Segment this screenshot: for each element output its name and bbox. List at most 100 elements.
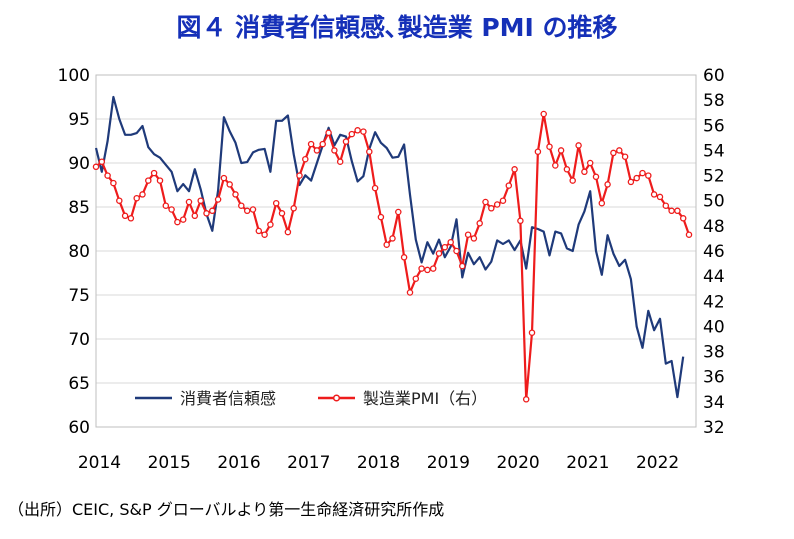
right-tick-label: 56 bbox=[703, 116, 725, 136]
line-chart: 100 95 90 85 80 75 70 65 60 60 58 56 54 52 50 48 46 44 42… bbox=[58, 66, 725, 473]
pmi-point bbox=[360, 128, 367, 135]
legend-label-pmi: 製造業PMI（右） bbox=[363, 389, 487, 408]
pmi-point bbox=[162, 202, 170, 209]
x-tick-label: 2021 bbox=[566, 453, 609, 473]
pmi-point bbox=[616, 147, 623, 154]
right-tick-label: 36 bbox=[703, 368, 725, 388]
pmi-point bbox=[313, 147, 321, 154]
pmi-point bbox=[621, 153, 629, 160]
pmi-point bbox=[424, 266, 431, 274]
pmi-point bbox=[272, 199, 280, 207]
pmi-point bbox=[150, 169, 158, 177]
pmi-point bbox=[639, 169, 646, 177]
pmi-point bbox=[226, 181, 233, 188]
pmi-point bbox=[366, 148, 373, 155]
pmi-point bbox=[429, 265, 437, 272]
pmi-point bbox=[336, 158, 344, 165]
pmi-point bbox=[377, 213, 385, 221]
pmi-point bbox=[447, 238, 454, 246]
left-tick-label: 65 bbox=[68, 374, 90, 394]
x-tick-label: 2014 bbox=[78, 453, 121, 473]
right-tick-label: 54 bbox=[703, 141, 725, 161]
pmi-point bbox=[476, 220, 483, 227]
pmi-point bbox=[238, 202, 245, 209]
pmi-point bbox=[121, 212, 129, 220]
pmi-point bbox=[563, 166, 571, 173]
x-tick-label: 2020 bbox=[496, 453, 539, 473]
pmi-point bbox=[685, 231, 693, 238]
right-tick-label: 60 bbox=[703, 66, 725, 86]
pmi-point bbox=[209, 207, 216, 215]
pmi-point bbox=[261, 231, 268, 238]
pmi-point bbox=[127, 215, 135, 222]
pmi-point bbox=[139, 191, 146, 198]
x-tick-label: 2015 bbox=[148, 453, 191, 473]
pmi-point bbox=[133, 194, 140, 202]
pmi-point bbox=[552, 162, 559, 169]
pmi-point bbox=[249, 206, 257, 213]
pmi-point bbox=[598, 199, 606, 207]
pmi-point bbox=[383, 241, 390, 248]
right-tick-label: 42 bbox=[703, 292, 725, 312]
pmi-point bbox=[400, 254, 408, 261]
pmi-point bbox=[354, 127, 361, 134]
x-tick-label: 2017 bbox=[287, 453, 330, 473]
pmi-point bbox=[156, 177, 164, 184]
left-tick-label: 70 bbox=[68, 330, 90, 350]
pmi-point bbox=[214, 196, 222, 203]
pmi-point bbox=[511, 166, 518, 173]
left-tick-label: 90 bbox=[68, 154, 90, 174]
pmi-point bbox=[284, 228, 292, 236]
pmi-point bbox=[534, 148, 542, 155]
pmi-point bbox=[243, 207, 251, 215]
x-tick-label: 2019 bbox=[427, 453, 470, 473]
pmi-point bbox=[441, 243, 449, 251]
pmi-point bbox=[482, 198, 489, 206]
pmi-point bbox=[389, 235, 396, 242]
pmi-point bbox=[331, 147, 338, 154]
right-tick-label: 46 bbox=[703, 242, 725, 262]
pmi-point bbox=[197, 197, 204, 204]
pmi-point bbox=[488, 205, 495, 212]
chart-title: 図４ 消費者信頼感､製造業 PMI の推移 bbox=[176, 13, 618, 42]
pmi-point bbox=[656, 193, 664, 201]
pmi-point bbox=[116, 197, 123, 204]
pmi-point bbox=[307, 140, 315, 148]
pmi-point bbox=[575, 142, 582, 149]
pmi-point bbox=[522, 396, 530, 403]
pmi-point bbox=[459, 262, 466, 270]
pmi-point bbox=[342, 138, 350, 145]
x-tick-label: 2016 bbox=[217, 453, 260, 473]
pmi-point bbox=[185, 198, 193, 206]
pmi-point bbox=[662, 202, 670, 209]
pmi-point bbox=[220, 174, 228, 182]
pmi-point bbox=[528, 329, 536, 336]
right-tick-label: 44 bbox=[703, 267, 725, 287]
series-layer bbox=[92, 95, 693, 403]
pmi-point bbox=[470, 235, 478, 242]
right-tick-label: 40 bbox=[703, 317, 725, 337]
pmi-point bbox=[505, 182, 513, 189]
pmi-point bbox=[668, 207, 675, 215]
left-tick-label: 60 bbox=[68, 418, 90, 438]
pmi-point bbox=[290, 205, 297, 212]
left-tick-label: 100 bbox=[58, 66, 90, 86]
pmi-point bbox=[592, 173, 600, 181]
pmi-point bbox=[412, 275, 420, 282]
legend-label-consumer: 消費者信頼感 bbox=[180, 389, 276, 408]
pmi-point bbox=[168, 206, 175, 213]
pmi-point bbox=[406, 289, 414, 296]
right-tick-label: 38 bbox=[703, 343, 725, 363]
right-tick-label: 50 bbox=[703, 192, 725, 212]
right-tick-label: 58 bbox=[703, 91, 725, 111]
pmi-point bbox=[92, 163, 100, 171]
x-tick-label: 2018 bbox=[357, 453, 400, 473]
legend-marker-pmi bbox=[332, 394, 341, 402]
pmi-point bbox=[98, 158, 106, 165]
pmi-point bbox=[179, 216, 187, 223]
pmi-point bbox=[499, 197, 507, 204]
pmi-point bbox=[627, 178, 635, 186]
pmi-point bbox=[557, 147, 565, 154]
pmi-point bbox=[650, 191, 658, 198]
left-tick-label: 95 bbox=[68, 110, 90, 130]
